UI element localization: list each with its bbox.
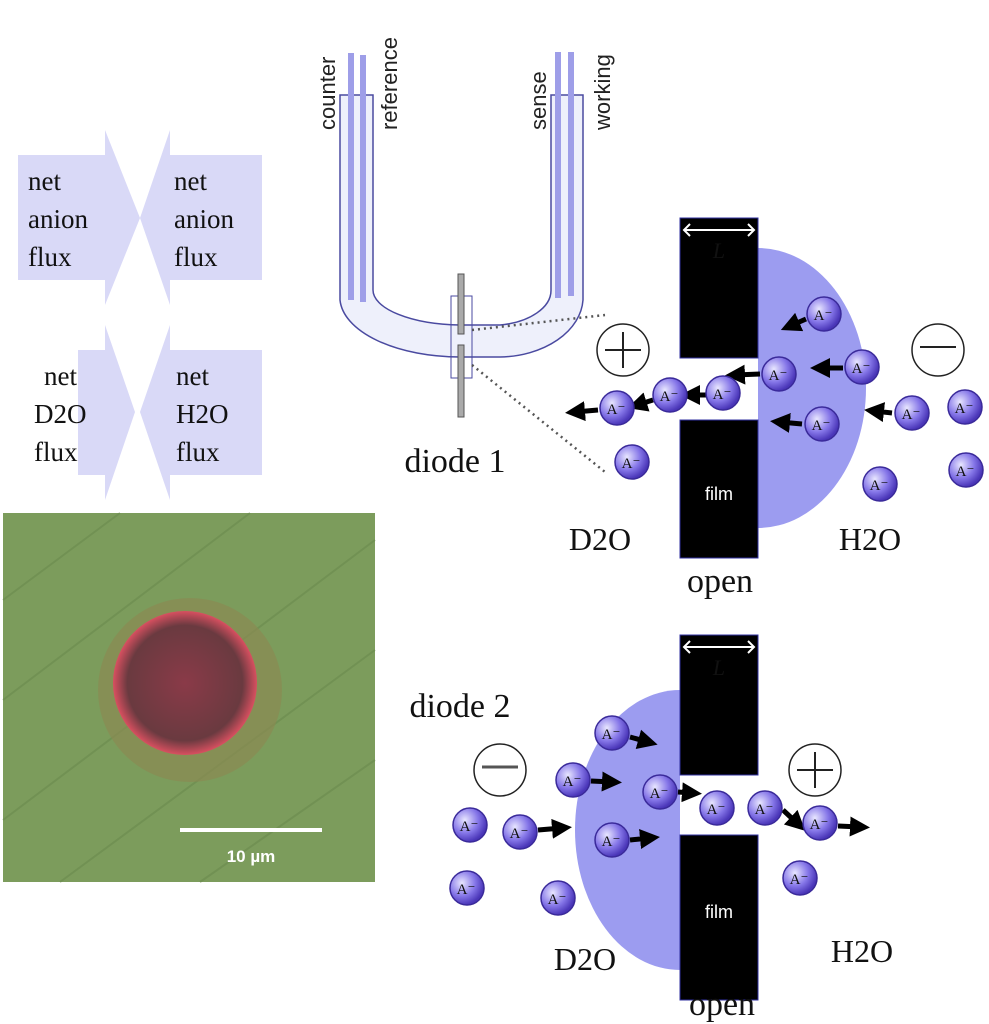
svg-text:reference: reference (377, 37, 402, 130)
anion-icon (705, 375, 741, 411)
svg-text:sense: sense (526, 71, 551, 130)
anion-label: A⁻ (852, 361, 871, 377)
anion-label: A⁻ (790, 872, 809, 888)
svg-text:film: film (705, 902, 733, 922)
svg-text:working: working (590, 54, 615, 131)
anion-label: A⁻ (563, 774, 582, 790)
anion-icon (761, 356, 797, 392)
anion-icon (502, 814, 538, 850)
anion-icon (802, 805, 838, 841)
anion-label: A⁻ (460, 819, 479, 835)
svg-text:film: film (705, 484, 733, 504)
anion-label: A⁻ (814, 308, 833, 324)
svg-text:open: open (689, 986, 755, 1023)
anion-label: A⁻ (457, 882, 476, 898)
svg-text:H2O: H2O (831, 933, 893, 969)
diode1-panel: L film D2O H2O open A⁻ A⁻ A⁻ A⁻ A⁻ A⁻ A⁻ A⁻ A⁻ A⁻… (565, 217, 984, 600)
anion-icon (540, 880, 576, 916)
anion-label: A⁻ (769, 368, 788, 384)
anion-label: A⁻ (902, 407, 921, 423)
u-tube-cell: counter reference sense working diode 1 (315, 37, 615, 480)
anion-icon (452, 807, 488, 843)
anion-label: A⁻ (955, 401, 974, 417)
anion-label: A⁻ (602, 834, 621, 850)
anion-icon (747, 790, 783, 826)
anion-label: A⁻ (548, 892, 567, 908)
anion-icon (614, 444, 650, 480)
anion-icon (862, 466, 898, 502)
anion-label: A⁻ (956, 464, 975, 480)
anion-icon (844, 349, 880, 385)
anion-icon (806, 296, 842, 332)
svg-text:D2O: D2O (554, 941, 616, 977)
svg-text:D2O: D2O (569, 521, 631, 557)
svg-text:H2O: H2O (839, 521, 901, 557)
flux-arrow-h2o: net H2O flux (140, 325, 262, 500)
anion-label: A⁻ (510, 826, 529, 842)
anion-icon (642, 774, 678, 810)
droplet (575, 690, 680, 970)
anion-label: A⁻ (660, 389, 679, 405)
anion-icon (599, 390, 635, 426)
anion-label: A⁻ (707, 802, 726, 818)
anion-icon (804, 406, 840, 442)
anion-icon (555, 762, 591, 798)
minus-icon (473, 743, 527, 797)
flux-arrow-anion-right: net anion flux (18, 130, 140, 305)
anion-icon (948, 452, 984, 488)
anion-icon (449, 870, 485, 906)
anion-label: A⁻ (622, 456, 641, 472)
anion-label: A⁻ (812, 418, 831, 434)
svg-text:open: open (687, 563, 753, 600)
anion-label: A⁻ (870, 478, 889, 494)
scale-bar-label: 10 µm (227, 847, 276, 866)
flux-arrow-d2o: net D2O flux (34, 325, 135, 500)
minus-icon (911, 323, 965, 377)
svg-text:counter: counter (315, 57, 340, 130)
anion-icon (782, 860, 818, 896)
anion-label: A⁻ (650, 786, 669, 802)
anion-label: A⁻ (602, 727, 621, 743)
anion-icon (652, 377, 688, 413)
flux-arrow-anion-left: net anion flux (140, 130, 262, 305)
diode2-label: diode 2 (409, 688, 510, 725)
diode2-panel: L film diode 2 D2O H2O open A⁻ A⁻ A⁻ A⁻ A⁻ A⁻… (409, 634, 893, 1023)
anion-label: A⁻ (607, 402, 626, 418)
svg-text:L: L (712, 238, 725, 263)
anion-icon (699, 790, 735, 826)
anion-icon (947, 389, 983, 425)
anion-label: A⁻ (713, 387, 732, 403)
anion-label: A⁻ (755, 802, 774, 818)
diode1-label: diode 1 (404, 443, 505, 480)
anion-label: A⁻ (810, 817, 829, 833)
micrograph: 10 µm (2, 512, 376, 883)
svg-text:L: L (712, 655, 725, 680)
anion-icon (894, 395, 930, 431)
anion-icon (594, 822, 630, 858)
anion-icon (594, 715, 630, 751)
